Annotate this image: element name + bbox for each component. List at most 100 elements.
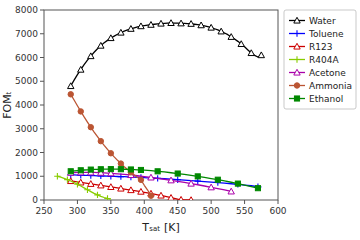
series-line (71, 23, 262, 86)
point-marker (255, 186, 260, 191)
x-tick (144, 200, 145, 204)
point-marker (88, 181, 94, 187)
y-tick (40, 57, 44, 58)
legend-label: Water (309, 16, 336, 26)
point-marker (208, 24, 214, 30)
x-tick-label: 350 (102, 206, 119, 216)
point-marker (138, 167, 143, 172)
point-marker (108, 184, 114, 190)
point-marker (168, 20, 174, 26)
point-marker (198, 22, 204, 28)
y-tick-label: 7000 (15, 29, 38, 39)
point-marker (148, 193, 153, 198)
point-marker (88, 124, 93, 129)
legend-label: Acetone (309, 68, 346, 78)
point-marker (138, 23, 144, 29)
y-tick-label: 4000 (15, 100, 38, 110)
point-marker (98, 182, 104, 188)
point-marker (255, 183, 261, 189)
point-marker (118, 185, 124, 191)
x-tick (278, 200, 279, 204)
point-marker (208, 184, 214, 190)
point-marker (78, 66, 84, 72)
point-marker (98, 42, 104, 48)
point-marker (68, 92, 73, 97)
legend-marker (294, 17, 300, 23)
point-marker (258, 52, 264, 58)
point-marker (108, 35, 114, 41)
legend-marker (294, 56, 300, 62)
y-tick (40, 200, 44, 201)
point-marker (138, 177, 143, 182)
point-marker (68, 169, 73, 174)
point-marker (68, 169, 74, 175)
y-tick (40, 105, 44, 106)
plot-area (54, 20, 264, 200)
point-marker (235, 181, 241, 187)
legend-marker (294, 30, 300, 36)
legend-label: Ammonia (309, 81, 352, 91)
point-marker (228, 188, 234, 194)
y-tick (40, 128, 44, 129)
point-marker (178, 196, 184, 200)
point-marker (78, 168, 83, 173)
x-tick (244, 200, 245, 204)
x-axis-label: Tₛₐₜ [K] (141, 221, 180, 234)
point-marker (188, 180, 194, 186)
legend-marker (294, 96, 299, 101)
x-tick-label: 450 (169, 206, 186, 216)
point-marker (248, 50, 254, 56)
y-tick-label: 0 (32, 195, 38, 205)
point-marker (84, 187, 90, 193)
legend: Water Toluene R123 R404A Acetone Ammonia Ethan… (284, 10, 356, 109)
point-marker (68, 83, 74, 89)
legend-marker (294, 43, 300, 49)
point-marker (175, 171, 180, 176)
point-marker (218, 28, 224, 34)
x-tick-label: 500 (203, 206, 220, 216)
x-tick-label: 250 (35, 206, 52, 216)
point-marker (188, 197, 194, 200)
point-marker (158, 192, 164, 198)
point-marker (118, 29, 124, 35)
point-marker (118, 161, 123, 166)
series-line (71, 175, 262, 187)
x-tick (44, 200, 45, 204)
y-tick-label: 8000 (15, 5, 38, 15)
y-tick (40, 81, 44, 82)
legend-label: Ethanol (309, 94, 343, 104)
y-tick (40, 152, 44, 153)
point-marker (148, 22, 154, 28)
y-tick (40, 10, 44, 11)
point-marker (74, 181, 80, 187)
point-marker (238, 41, 244, 47)
point-marker (178, 20, 184, 26)
point-marker (155, 169, 160, 174)
point-marker (78, 109, 83, 114)
point-marker (104, 195, 110, 200)
series-line (71, 94, 151, 195)
point-marker (54, 173, 60, 179)
legend-label: Toluene (308, 29, 344, 39)
point-marker (128, 26, 134, 32)
legend-label: R123 (309, 42, 332, 52)
y-axis-label: FOMₜ (1, 91, 14, 119)
x-tick (110, 200, 111, 204)
y-tick-label: 6000 (15, 53, 38, 63)
legend-box (284, 10, 356, 109)
y-tick-label: 3000 (15, 124, 38, 134)
point-marker (108, 151, 113, 156)
y-tick (40, 176, 44, 177)
point-marker (158, 20, 164, 26)
series-line (71, 172, 231, 191)
point-marker (64, 176, 70, 182)
point-marker (128, 187, 134, 193)
point-marker (235, 181, 240, 186)
point-marker (138, 188, 144, 194)
x-tick (77, 200, 78, 204)
x-tick (177, 200, 178, 204)
point-marker (108, 167, 113, 172)
point-marker (118, 167, 123, 172)
x-tick (211, 200, 212, 204)
legend-label: R404A (309, 55, 339, 65)
